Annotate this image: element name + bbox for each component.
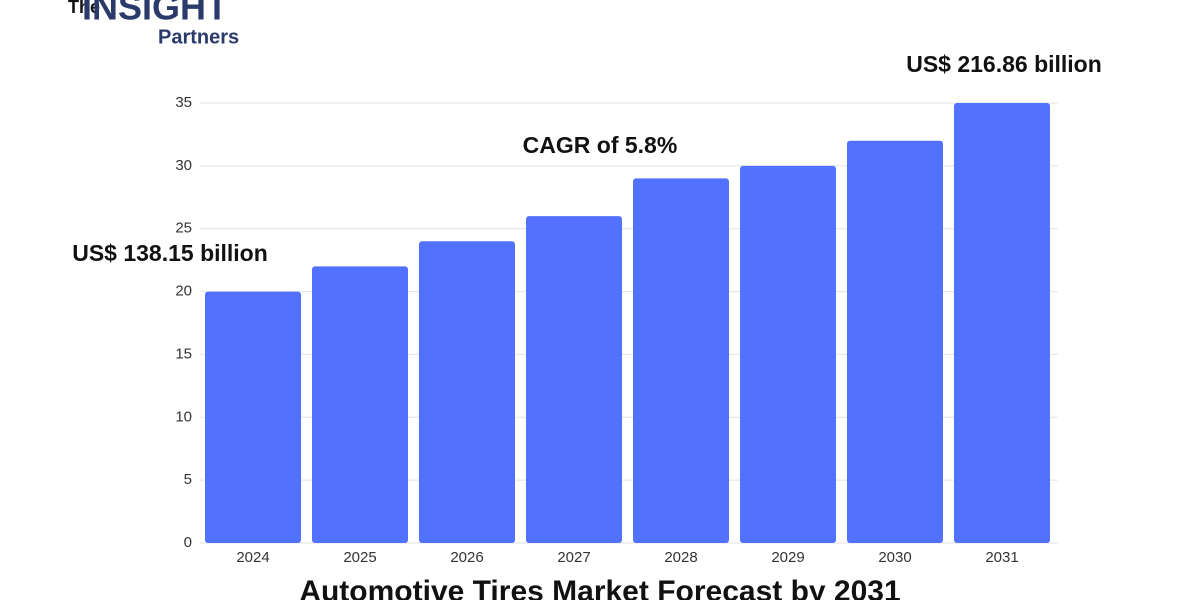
y-tick-label: 0 — [184, 534, 192, 551]
y-tick-label: 15 — [175, 345, 192, 362]
x-tick-label: 2028 — [664, 549, 697, 566]
bar — [205, 291, 301, 543]
x-tick-label: 2026 — [450, 549, 483, 566]
logo-sub: Partners — [158, 26, 239, 48]
y-tick-label: 20 — [175, 283, 192, 300]
y-tick-label: 10 — [175, 408, 192, 425]
x-tick-label: 2024 — [236, 549, 269, 566]
logo-main: INSIGHT — [82, 0, 228, 28]
x-tick-label: 2025 — [343, 549, 376, 566]
bar — [526, 216, 622, 543]
y-tick-label: 5 — [184, 471, 192, 488]
chart-title: Automotive Tires Market Forecast by 2031 — [299, 575, 900, 600]
annotation: US$ 138.15 billion — [72, 240, 268, 266]
x-tick-label: 2029 — [771, 549, 804, 566]
logo-top: The — [68, 0, 100, 17]
x-tick-label: 2030 — [878, 549, 911, 566]
x-tick-label: 2027 — [557, 549, 590, 566]
bar — [633, 178, 729, 543]
y-tick-label: 35 — [175, 94, 192, 111]
annotation: US$ 216.86 billion — [906, 51, 1102, 77]
bar — [847, 140, 943, 543]
x-tick-label: 2031 — [985, 549, 1018, 566]
bar — [954, 103, 1050, 543]
bar — [419, 241, 515, 544]
bar — [740, 165, 836, 543]
bar — [312, 266, 408, 543]
y-tick-label: 25 — [175, 220, 192, 237]
y-tick-label: 30 — [175, 157, 192, 174]
annotation: CAGR of 5.8% — [523, 132, 678, 158]
